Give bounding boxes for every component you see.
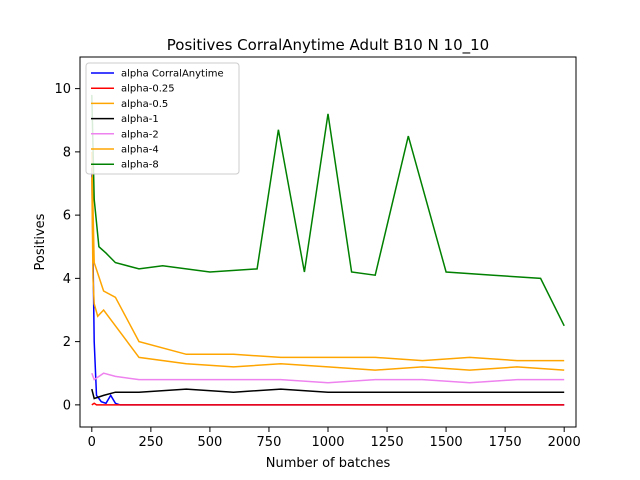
- legend-label-6: alpha-8: [121, 160, 159, 171]
- x-axis-label: Number of batches: [266, 456, 391, 471]
- series-line-2: [91, 177, 565, 371]
- x-axis: 0 250 500 750 1000 1250 1500 1750 2000: [88, 427, 581, 450]
- series-line-5: [91, 151, 565, 362]
- series-line-3: [91, 388, 565, 400]
- x-tick-label-5: 1250: [371, 435, 404, 450]
- legend-label-4: alpha-2: [121, 129, 159, 140]
- series-line-1: [91, 402, 565, 406]
- series-line-6: [91, 94, 565, 327]
- series-line-4: [91, 372, 565, 384]
- legend-label-1: alpha-0.25: [121, 84, 175, 95]
- x-tick-label-2: 500: [197, 435, 222, 450]
- chart-title: Positives CorralAnytime Adult B10 N 10_1…: [167, 36, 489, 55]
- legend-box: [85, 62, 240, 175]
- y-axis: 0 2 4 6 8 10: [54, 82, 80, 413]
- legend: alpha CorralAnytime alpha-0.25 alpha-0.5 al…: [85, 62, 240, 175]
- legend-label-3: alpha-1: [121, 114, 159, 125]
- y-tick-label-2: 4: [63, 272, 71, 287]
- legend-label-2: alpha-0.5: [121, 99, 168, 110]
- x-tick-label-8: 2000: [548, 435, 581, 450]
- y-tick-label-0: 0: [63, 398, 71, 413]
- legend-label-5: alpha-4: [121, 145, 159, 156]
- x-tick-label-0: 0: [88, 435, 96, 450]
- x-tick-label-4: 1000: [311, 435, 344, 450]
- y-tick-label-4: 8: [63, 145, 71, 160]
- y-tick-label-3: 6: [63, 209, 71, 224]
- legend-label-0: alpha CorralAnytime: [121, 69, 224, 80]
- x-tick-label-1: 250: [138, 435, 163, 450]
- y-tick-label-5: 10: [54, 82, 71, 97]
- y-tick-label-1: 2: [63, 335, 71, 350]
- y-axis-label: Positives: [33, 213, 48, 270]
- x-tick-label-3: 750: [257, 435, 282, 450]
- series-layer: [91, 94, 565, 406]
- x-tick-label-6: 1500: [430, 435, 463, 450]
- x-tick-label-7: 1750: [489, 435, 522, 450]
